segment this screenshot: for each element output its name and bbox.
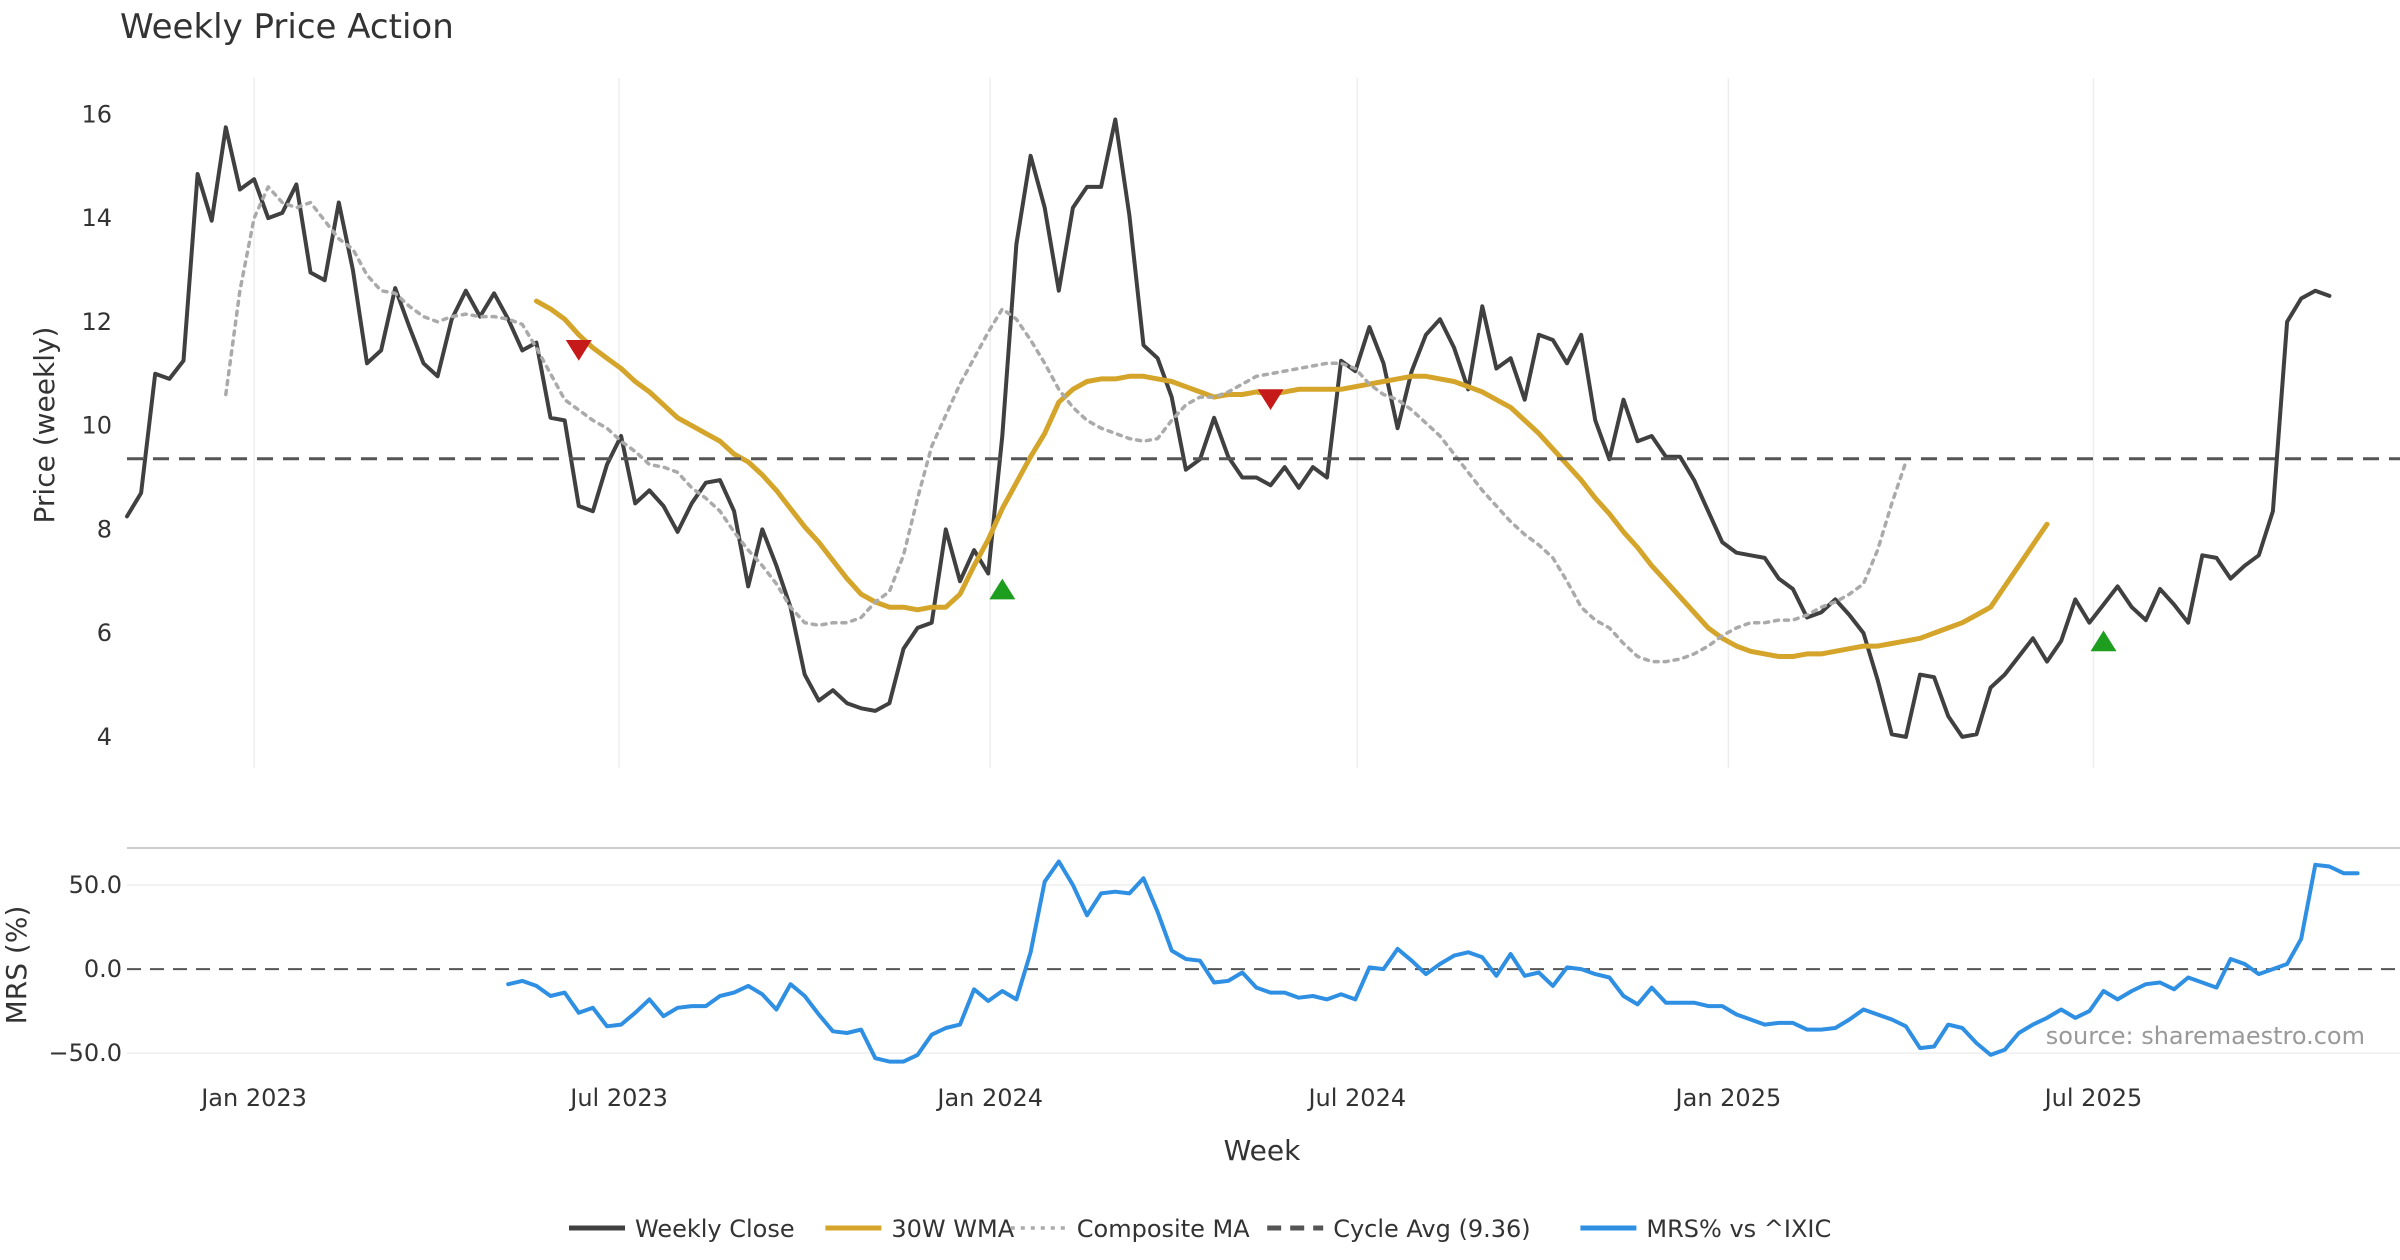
buy-signal-marker <box>2090 630 2117 652</box>
legend-item-composite-ma: Composite MA <box>1010 1215 1250 1243</box>
signal-markers <box>565 339 2117 652</box>
legend-label: 30W WMA <box>891 1215 1014 1243</box>
x-axis-ticks: Jan 2023 Jul 2023 Jan 2024 Jul 2024 Jan 2025… <box>199 1084 2142 1112</box>
legend-item-weekly-close: Weekly Close <box>569 1215 795 1243</box>
legend-item-30w-wma: 30W WMA <box>825 1215 1015 1243</box>
x-tick-label: Jan 2023 <box>199 1084 307 1112</box>
mrs-y-tick-label: −50.0 <box>48 1039 122 1067</box>
price-y-tick-label: 6 <box>97 619 112 647</box>
mrs-series <box>506 859 2360 1064</box>
price-y-tick-label: 8 <box>97 515 112 543</box>
chart-title: Weekly Price Action <box>120 7 454 47</box>
buy-signal-marker <box>989 578 1016 600</box>
x-axis-label: Week <box>1224 1134 1301 1167</box>
x-tick-label: Jan 2024 <box>935 1084 1043 1112</box>
x-tick-label: Jul 2023 <box>568 1084 668 1112</box>
source-attribution: source: sharemaestro.com <box>2046 1022 2365 1050</box>
series-composite-ma <box>224 185 1908 664</box>
price-series <box>125 117 2400 739</box>
mrs-y-tick-label: 50.0 <box>69 871 122 899</box>
price-y-tick-label: 12 <box>81 308 112 336</box>
series-mrs-vs-ixic <box>506 859 2360 1064</box>
x-tick-label: Jan 2025 <box>1674 1084 1782 1112</box>
price-grid <box>253 78 2095 768</box>
price-y-tick-label: 10 <box>81 412 112 440</box>
mrs-y-tick-label: 0.0 <box>84 955 122 983</box>
legend-item-mrs-vs-ixic: MRS% vs ^IXIC <box>1580 1215 1831 1243</box>
mrs-y-ticks: 50.0 0.0 −50.0 <box>48 871 122 1067</box>
sell-signal-marker <box>565 339 592 361</box>
x-tick-label: Jul 2024 <box>1306 1084 1406 1112</box>
price-y-axis-label: Price (weekly) <box>28 327 61 524</box>
series-weekly-close <box>125 117 2332 739</box>
legend-label: Composite MA <box>1077 1215 1250 1243</box>
legend: Weekly Close 30W WMA Composite MA Cycle Avg… <box>569 1215 1831 1243</box>
legend-label: MRS% vs ^IXIC <box>1646 1215 1831 1243</box>
price-y-tick-label: 14 <box>81 204 112 232</box>
sell-signal-marker <box>1257 389 1284 411</box>
x-tick-label: Jul 2025 <box>2043 1084 2143 1112</box>
legend-label: Weekly Close <box>635 1215 795 1243</box>
price-y-ticks: 4 6 8 10 12 14 16 <box>81 100 112 751</box>
price-y-tick-label: 4 <box>97 723 112 751</box>
mrs-y-axis-label: MRS (%) <box>0 906 33 1025</box>
mrs-grid <box>127 884 2400 1054</box>
legend-item-cycle-avg-9-36: Cycle Avg (9.36) <box>1267 1215 1531 1243</box>
legend-label: Cycle Avg (9.36) <box>1333 1215 1530 1243</box>
price-y-tick-label: 16 <box>81 100 112 128</box>
series-30w-wma <box>533 298 2050 659</box>
